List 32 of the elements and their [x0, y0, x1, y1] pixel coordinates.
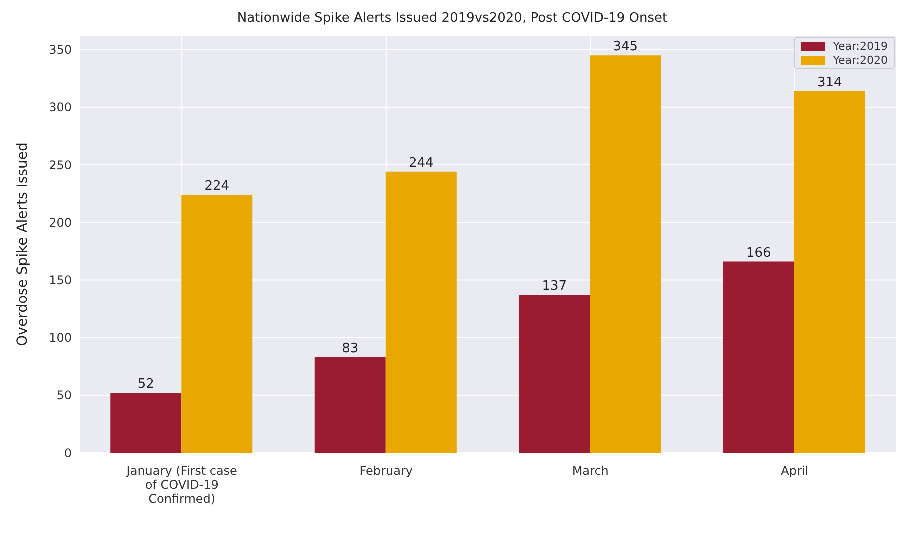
x-tick-label: January (First case of COVID-19 Confirmed): [126, 464, 238, 506]
bar: [723, 262, 794, 453]
y-tick-label: 0: [64, 446, 72, 460]
y-axis-title: Overdose Spike Alerts Issued: [14, 142, 31, 346]
y-tick-label: 200: [49, 216, 72, 230]
x-tick-label: March: [572, 464, 609, 478]
y-tick-label: 50: [56, 388, 72, 403]
data-label: 52: [138, 377, 154, 392]
bar: [519, 295, 590, 453]
data-label: 166: [746, 246, 772, 261]
data-label: 314: [817, 75, 842, 90]
chart-title: Nationwide Spike Alerts Issued 2019vs2020, Post COVID-19 Onset: [236, 10, 669, 28]
bar: [110, 393, 182, 453]
data-label: 83: [342, 341, 359, 356]
bar: [386, 172, 457, 453]
data-label: 224: [204, 178, 230, 194]
x-tick-label: April: [781, 464, 809, 478]
bar: [590, 56, 662, 453]
y-tick-label: 150: [49, 273, 72, 288]
legend-label: Year:2020: [833, 54, 888, 66]
y-tick-label: 250: [49, 158, 72, 172]
bar: [794, 91, 866, 453]
bar: [314, 357, 386, 453]
data-label: 345: [613, 40, 638, 55]
legend-label: Year:2019: [833, 40, 888, 52]
data-label: 137: [542, 279, 568, 294]
bar: [182, 194, 253, 453]
y-tick-label: 350: [49, 43, 72, 58]
y-tick-label: 300: [49, 100, 72, 115]
data-label: 244: [408, 156, 434, 171]
y-tick-label: 100: [49, 331, 72, 346]
x-tick-label: February: [360, 464, 413, 478]
